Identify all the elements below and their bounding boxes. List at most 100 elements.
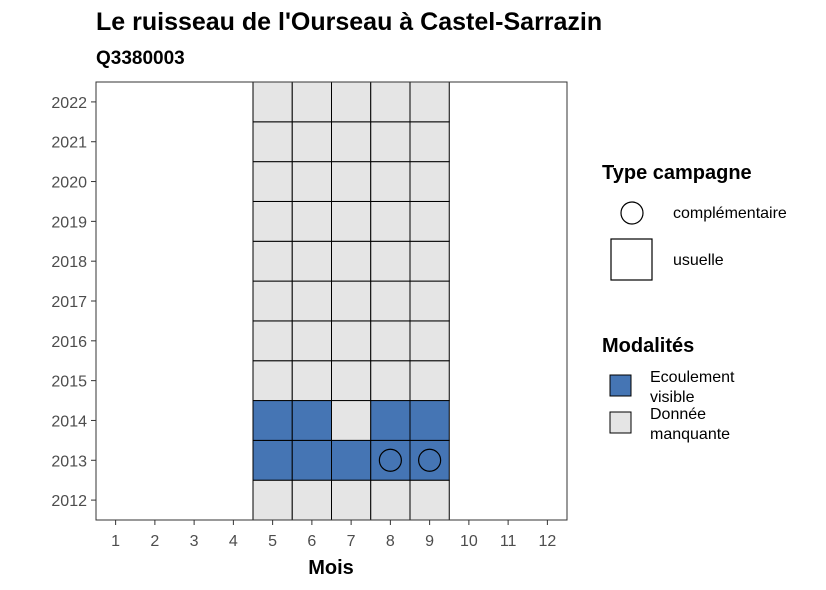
chart-subtitle: Q3380003: [96, 48, 185, 69]
legend-key-ecoulement-visible: [609, 374, 632, 397]
y-tick-label: 2021: [51, 135, 87, 152]
heatmap-cell: [370, 280, 411, 322]
y-tick-label: 2019: [51, 214, 87, 231]
x-tick-label: 2: [150, 533, 159, 550]
heatmap-cell: [331, 360, 372, 402]
heatmap-cell: [291, 280, 332, 322]
heatmap-cell: [409, 400, 450, 441]
heatmap-cell: [291, 479, 332, 521]
heatmap-cell: [331, 200, 372, 242]
y-tick-label: 2015: [51, 374, 87, 391]
complementaire-point: [418, 448, 442, 472]
legend: Type campagne complémentaire usuelle Mod…: [602, 162, 787, 443]
heatmap-cell: [370, 360, 411, 402]
heatmap-cell: [331, 280, 372, 322]
x-tick-label: 9: [425, 533, 434, 550]
heatmap-cell: [291, 360, 332, 402]
heatmap-cell: [409, 320, 450, 362]
heatmap-cell: [291, 81, 332, 123]
campaign-points: [378, 448, 442, 472]
legend-title-type: Type campagne: [602, 162, 752, 184]
y-tick-label: 2020: [51, 175, 87, 192]
y-axis: 2012 2013 2014 2015 2016 2017 2018 2019 2020 2021…: [51, 95, 96, 510]
x-tick-label: 3: [190, 533, 199, 550]
heatmap-cell: [370, 240, 411, 282]
legend-label-ecoulement-line1: Ecoulement: [650, 369, 735, 386]
heatmap-cell: [252, 81, 293, 123]
circle-icon: [620, 201, 644, 225]
heatmap-cell: [291, 439, 332, 481]
x-axis: 1 2 3 4 5 6 7 8 9 10 11 12: [111, 520, 556, 550]
legend-key-donnee-manquante: [609, 411, 632, 434]
square-icon: [610, 238, 653, 281]
y-tick-label: 2018: [51, 254, 87, 271]
heatmap-cell: [252, 360, 293, 402]
x-tick-label: 10: [460, 533, 478, 550]
heatmap-cell: [252, 320, 293, 362]
y-tick-label: 2022: [51, 95, 87, 112]
x-axis-title: Mois: [308, 557, 354, 579]
x-tick-label: 7: [347, 533, 356, 550]
heatmap-cell: [331, 81, 372, 123]
heatmap-cell: [331, 320, 372, 362]
y-tick-label: 2012: [51, 493, 87, 510]
heatmap-cell: [252, 121, 293, 163]
heatmap-cell: [409, 81, 450, 123]
heatmap-cell: [370, 400, 411, 441]
heatmap-cell: [331, 240, 372, 282]
x-tick-label: 12: [538, 533, 556, 550]
y-tick-label: 2017: [51, 294, 87, 311]
x-tick-label: 4: [229, 533, 238, 550]
heatmap-cells: [252, 81, 450, 521]
legend-title-modalites: Modalités: [602, 335, 694, 357]
heatmap-cell: [409, 439, 450, 481]
heatmap-cell: [370, 439, 411, 481]
heatmap-cell: [331, 479, 372, 521]
x-tick-label: 6: [307, 533, 316, 550]
heatmap-cell: [331, 121, 372, 163]
complementaire-point: [378, 448, 402, 472]
heatmap-cell: [291, 200, 332, 242]
legend-label-usuelle: usuelle: [673, 252, 724, 269]
legend-label-manquante-line1: Donnée: [650, 406, 706, 423]
heatmap-cell: [252, 439, 293, 481]
heatmap-cell: [252, 479, 293, 521]
heatmap-cell: [252, 280, 293, 322]
heatmap-cell: [252, 240, 293, 282]
y-tick-label: 2013: [51, 453, 87, 470]
heatmap-cell: [409, 280, 450, 322]
legend-label-complementaire: complémentaire: [673, 205, 787, 222]
heatmap-cell: [370, 320, 411, 362]
heatmap-cell: [409, 240, 450, 282]
x-tick-label: 5: [268, 533, 277, 550]
heatmap-cell: [291, 161, 332, 202]
heatmap-cell: [291, 121, 332, 163]
heatmap-cell: [409, 161, 450, 202]
legend-label-manquante-line2: manquante: [650, 426, 730, 443]
heatmap-cell: [409, 200, 450, 242]
x-tick-label: 8: [386, 533, 395, 550]
heatmap-cell: [252, 161, 293, 202]
heatmap-cell: [370, 200, 411, 242]
heatmap-cell: [409, 121, 450, 163]
heatmap-cell: [331, 161, 372, 202]
x-tick-label: 11: [500, 533, 517, 550]
heatmap-cell: [331, 400, 372, 441]
heatmap-cell: [370, 121, 411, 163]
heatmap-cell: [331, 439, 372, 481]
heatmap-cell: [291, 400, 332, 441]
x-tick-label: 1: [111, 533, 120, 550]
heatmap-cell: [252, 200, 293, 242]
heatmap-cell: [409, 479, 450, 521]
y-tick-label: 2014: [51, 413, 87, 430]
heatmap-cell: [252, 400, 293, 441]
heatmap-cell: [291, 240, 332, 282]
heatmap-cell: [370, 81, 411, 123]
heatmap-cell: [409, 360, 450, 402]
heatmap-cell: [370, 161, 411, 202]
chart-title: Le ruisseau de l'Ourseau à Castel-Sarraz…: [96, 8, 602, 36]
heatmap-cell: [370, 479, 411, 521]
y-tick-label: 2016: [51, 334, 87, 351]
heatmap-cell: [291, 320, 332, 362]
